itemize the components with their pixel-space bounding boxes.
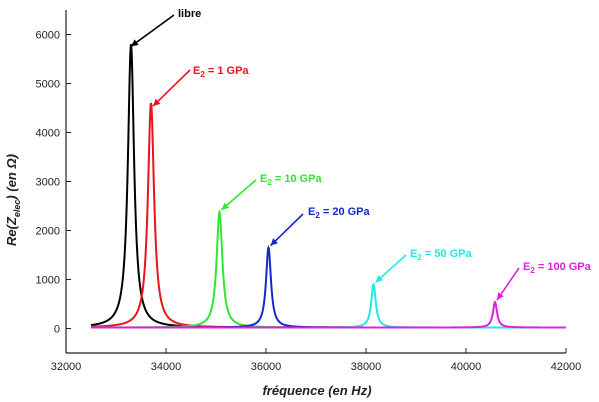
series-line-2 [91,209,566,329]
y-tick-label: 1000 [36,275,60,287]
x-tick-label: 38000 [351,361,382,373]
annotation-arrowhead-5 [497,292,504,300]
annotation-arrowhead-1 [153,98,161,107]
annotation-arrowhead-4 [375,275,383,283]
x-axis-title: fréquence (en Hz) [262,383,371,398]
y-tick-label: 5000 [36,79,60,91]
y-tick-label: 4000 [36,128,60,140]
series-line-3 [91,245,566,329]
series-label-2: E2 = 10 GPa [260,173,323,187]
series-line-0 [90,44,566,329]
series-label-3: E2 = 20 GPa [308,206,371,220]
annotation-arrowhead-0 [131,39,139,47]
y-tick-label: 0 [54,324,60,336]
annotation-arrow-0 [130,14,175,47]
series-curves [90,44,566,329]
ticks: 0 1000 2000 3000 4000 5000 6000 32000 34000 36000… [36,30,582,374]
y-axis-title-prefix: Re(Z [4,216,19,246]
annotations: libre E2 = 1 GPa E2 = 10 GPa E2 = 20 GPa E2 … [130,8,592,301]
annotation-arrowhead-3 [270,238,278,246]
annotation-arrow-3 [269,213,304,247]
annotation-arrow-1 [152,69,191,107]
y-tick-label: 6000 [36,30,60,42]
y-axis-title-subscript: elec [12,200,22,218]
y-tick-label: 2000 [36,226,60,238]
series-label-1: E2 = 1 GPa [193,65,249,79]
x-tick-label: 36000 [251,361,282,373]
y-axis-title-suffix: ) (en Ω) [4,154,19,202]
x-tick-label: 40000 [451,361,482,373]
annotation-arrow-2 [220,179,257,211]
series-label-5: E2 = 100 GPa [523,261,592,275]
annotation-arrowhead-2 [221,202,230,210]
y-tick-label: 3000 [36,177,60,189]
series-label-4: E2 = 50 GPa [410,248,473,262]
series-line-5 [91,300,566,329]
x-tick-label: 32000 [51,361,82,373]
x-tick-label: 34000 [151,361,182,373]
series-label-0: libre [178,8,201,20]
y-axis-title: Re(Zelec) (en Ω) [4,154,22,246]
x-tick-label: 42000 [551,361,582,373]
